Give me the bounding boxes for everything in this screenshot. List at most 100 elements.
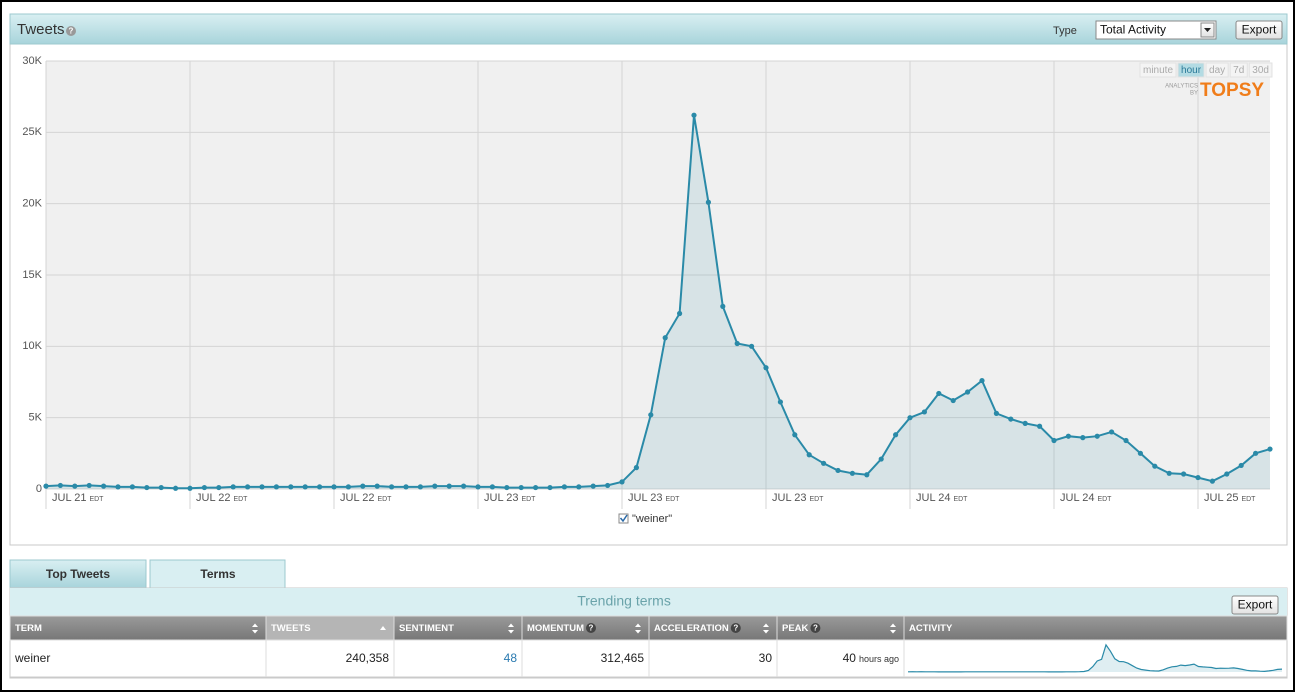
point — [43, 483, 49, 489]
export-button[interactable] — [1235, 20, 1283, 40]
point — [792, 432, 798, 438]
column-header[interactable] — [9, 615, 267, 641]
time-button-label: day — [1209, 65, 1225, 76]
point — [158, 484, 164, 491]
point — [777, 399, 784, 405]
point — [705, 199, 712, 205]
time-button[interactable] — [1177, 62, 1205, 78]
help-icon[interactable] — [586, 623, 596, 633]
point — [1209, 478, 1215, 484]
time-button[interactable] — [1229, 62, 1248, 78]
point — [1022, 420, 1028, 426]
point — [86, 482, 92, 489]
point — [360, 483, 366, 489]
help-icon[interactable] — [810, 623, 821, 633]
x-tick-timezone: EDT — [89, 496, 104, 503]
legend-checkbox[interactable] — [618, 513, 629, 524]
column-header[interactable] — [776, 615, 905, 641]
point — [273, 484, 279, 490]
column-header-label: ACCELERATION — [654, 623, 729, 634]
trending-header — [10, 588, 1287, 616]
point — [835, 467, 841, 474]
x-tick-timezone: EDT — [809, 496, 824, 503]
time-button[interactable] — [1205, 62, 1229, 78]
point — [878, 456, 884, 462]
point — [1008, 416, 1014, 422]
trending-title: Trending terms — [577, 593, 671, 609]
column-header[interactable] — [265, 615, 395, 641]
column-header-label: ACTIVITY — [909, 623, 953, 634]
point — [1166, 470, 1172, 476]
tab-label: Top Tweets — [46, 567, 111, 581]
point — [720, 303, 726, 309]
point — [1109, 429, 1115, 435]
help-icon-glyph: ? — [813, 624, 818, 633]
point — [446, 483, 452, 489]
column-header[interactable] — [521, 615, 650, 641]
point — [432, 483, 438, 489]
time-button[interactable] — [1248, 62, 1273, 78]
column-header-label: TWEETS — [271, 623, 311, 634]
point — [518, 484, 524, 491]
type-select[interactable] — [1095, 20, 1217, 40]
point — [1267, 446, 1273, 452]
x-tick-label: JUL 21 — [52, 492, 86, 504]
point — [662, 335, 668, 341]
point — [201, 484, 207, 491]
point — [1152, 463, 1158, 469]
time-button-label: minute — [1143, 65, 1173, 76]
point — [187, 485, 193, 491]
point — [763, 365, 769, 371]
point — [993, 410, 1000, 416]
x-tick-label: JUL 22 — [340, 492, 374, 504]
point — [1137, 450, 1143, 456]
point — [129, 484, 135, 490]
tab[interactable] — [9, 559, 147, 589]
column-header-label: PEAK — [782, 623, 809, 634]
point — [345, 484, 351, 490]
point — [1123, 437, 1129, 444]
type-label: Type — [1053, 25, 1077, 37]
point — [259, 484, 265, 490]
cell-momentum: 312,465 — [601, 651, 645, 665]
point — [921, 409, 928, 415]
tab-active[interactable] — [149, 559, 286, 590]
point — [504, 484, 510, 491]
point — [691, 112, 697, 118]
column-header-label: MOMENTUM — [527, 623, 584, 634]
type-select-value: Total Activity — [1100, 23, 1166, 37]
y-tick-label: 25K — [22, 126, 42, 138]
sort-arrow — [508, 623, 514, 634]
point — [317, 484, 323, 490]
panel-title: Tweets — [17, 21, 65, 38]
point — [1080, 435, 1086, 441]
point — [849, 470, 856, 476]
legend-label[interactable]: "weiner" — [632, 513, 672, 525]
x-tick-label: JUL 24 — [916, 492, 950, 504]
select-arrow-glyph — [1204, 28, 1211, 32]
point — [950, 397, 956, 404]
y-tick-label: 30K — [22, 55, 42, 67]
point — [1224, 471, 1230, 477]
point — [288, 484, 294, 490]
cell-peak: 40 — [843, 651, 857, 665]
y-tick-label: 10K — [22, 340, 42, 352]
x-tick-timezone: EDT — [377, 496, 392, 503]
help-icon[interactable] — [730, 623, 741, 633]
point — [489, 484, 495, 490]
point — [561, 484, 568, 490]
point — [590, 483, 596, 489]
brand-name: TOPSY — [1200, 80, 1264, 101]
time-button[interactable] — [1139, 62, 1177, 78]
point — [633, 465, 640, 471]
point — [1094, 433, 1100, 439]
point — [749, 343, 755, 349]
point — [374, 483, 380, 489]
x-tick-label: JUL 22 — [196, 492, 230, 504]
point — [1037, 423, 1043, 429]
column-header[interactable] — [903, 615, 1288, 641]
export-button[interactable] — [1231, 595, 1279, 615]
help-icon[interactable] — [66, 26, 76, 36]
point — [619, 479, 625, 485]
point — [101, 483, 107, 489]
